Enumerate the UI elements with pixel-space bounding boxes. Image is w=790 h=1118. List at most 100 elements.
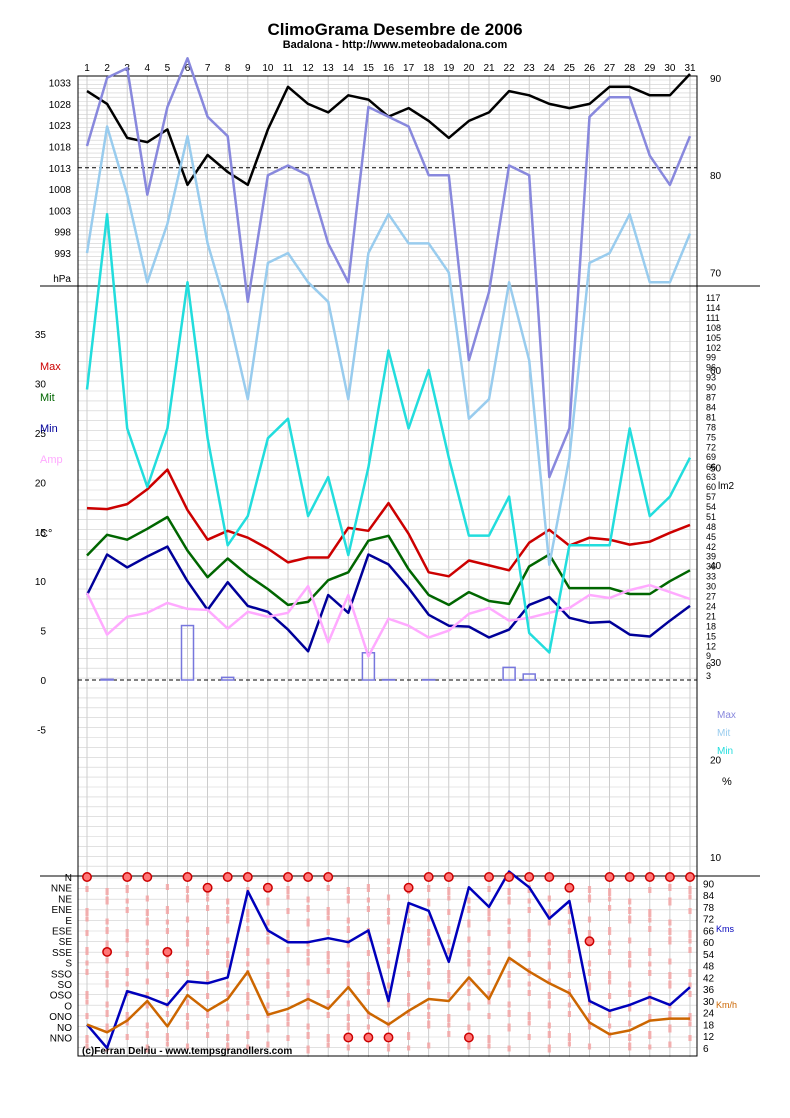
wind-direction-sample <box>306 1001 310 1010</box>
wind-direction-sample <box>628 937 632 944</box>
wind-direction-sample <box>467 980 471 987</box>
wind-direction-sample <box>688 930 692 938</box>
wind-direction-sample <box>346 978 350 987</box>
wind-direction-sample <box>145 909 149 916</box>
wind-direction-column <box>85 886 89 1049</box>
rain-tick-label: 90 <box>706 383 716 393</box>
wind-direction-tick-label: SO <box>58 980 73 991</box>
wind-direction-sample <box>507 979 511 988</box>
wind-direction-sample <box>185 894 190 903</box>
wind-direction-sample <box>145 992 149 999</box>
wind-direction-sample <box>668 884 672 891</box>
wind-direction-sample <box>226 1003 230 1012</box>
rain-tick-label: 78 <box>706 422 716 432</box>
wind-direction-sample <box>467 1002 471 1011</box>
wind-direction-sample <box>286 1021 290 1027</box>
wind-direction-sample <box>547 939 551 946</box>
wind-direction-sample <box>206 940 210 946</box>
wind-direction-sample <box>547 1044 551 1053</box>
wind-direction-sample <box>326 951 330 959</box>
wind-direction-sample <box>567 919 571 925</box>
wind-direction-sample <box>447 909 451 915</box>
wind-direction-sample <box>648 1000 652 1006</box>
wind-direction-column <box>628 898 632 1051</box>
wind-direction-sample <box>165 906 169 914</box>
wind-direction-sample <box>105 940 109 949</box>
wind-direction-sample <box>226 990 230 997</box>
wind-speed-tick-label: 72 <box>703 915 715 926</box>
wind-direction-sample <box>346 895 350 904</box>
wind-direction-sample <box>648 887 652 893</box>
wind-direction-sample <box>226 937 230 944</box>
dominant-wind-direction-marker <box>162 946 173 957</box>
wind-direction-sample <box>447 926 451 934</box>
wind-speed-tick-label: 54 <box>703 950 715 961</box>
dominant-wind-direction-marker <box>403 882 414 893</box>
dominant-wind-direction-marker <box>564 882 575 893</box>
wind-direction-column <box>487 886 491 1049</box>
rain-tick-label: 45 <box>706 532 716 542</box>
wind-direction-sample <box>668 1041 672 1048</box>
wind-direction-sample <box>266 958 270 965</box>
wind-direction-sample <box>246 1031 250 1039</box>
dominant-wind-direction-marker <box>504 872 515 882</box>
wind-direction-sample <box>145 917 149 926</box>
humidity-max-line <box>85 57 692 479</box>
day-tick-label: 17 <box>403 63 415 74</box>
wind-direction-sample <box>608 888 612 896</box>
amplitude-line <box>85 583 691 658</box>
wind-direction-sample <box>105 971 109 978</box>
rain-tick-label: 33 <box>706 572 716 582</box>
wind-direction-sample <box>668 928 672 935</box>
wind-direction-sample <box>407 957 411 963</box>
wind-direction-sample <box>246 992 250 1000</box>
wind-direction-sample <box>105 927 109 934</box>
wind-direction-sample <box>447 887 451 895</box>
humidity-unit-label: % <box>722 776 732 788</box>
wind-direction-sample <box>386 947 391 954</box>
day-tick-label: 15 <box>363 63 375 74</box>
wind-direction-sample <box>185 1021 190 1030</box>
wind-speed-tick-label: 84 <box>703 891 715 902</box>
wind-direction-sample <box>226 1042 230 1051</box>
rain-tick-label: 9 <box>706 651 711 661</box>
temperature-tick-label: -5 <box>37 725 46 736</box>
rain-tick-label: 57 <box>706 492 716 502</box>
dominant-wind-direction-marker <box>202 882 213 893</box>
wind-direction-sample <box>648 926 652 932</box>
wind-direction-sample <box>507 888 511 895</box>
dominant-wind-direction-marker <box>363 1032 374 1043</box>
dominant-wind-direction-marker <box>182 872 193 882</box>
wind-direction-sample <box>567 1041 571 1047</box>
wind-direction-sample <box>226 981 230 988</box>
rain-tick-label: 51 <box>706 512 716 522</box>
wind-direction-sample <box>507 1001 511 1008</box>
dominant-wind-direction-marker <box>262 882 273 893</box>
wind-speed-tick-label: 12 <box>703 1032 715 1043</box>
wind-speed-tick-label: 30 <box>703 997 715 1008</box>
day-tick-label: 12 <box>303 63 315 74</box>
wind-direction-sample <box>608 979 612 985</box>
humidity-tick-label: 90 <box>710 74 722 85</box>
wind-direction-sample <box>608 905 612 911</box>
day-tick-label: 22 <box>504 63 516 74</box>
wind-direction-sample <box>447 978 451 984</box>
wind-direction-sample <box>608 1023 612 1029</box>
wind-direction-sample <box>587 886 592 893</box>
wind-direction-sample <box>326 885 330 891</box>
temperature-tick-label: 0 <box>40 676 46 687</box>
wind-direction-sample <box>427 968 431 975</box>
day-tick-label: 23 <box>524 63 536 74</box>
wind-direction-sample <box>246 1000 250 1006</box>
wind-speed-tick-label: 90 <box>703 879 715 890</box>
wind-direction-sample <box>648 1031 652 1039</box>
wind-direction-sample <box>507 940 511 949</box>
wind-direction-sample <box>306 918 310 927</box>
wind-direction-sample <box>145 1022 149 1029</box>
wind-direction-sample <box>427 1042 431 1049</box>
chart-subtitle: Badalona - http://www.meteobadalona.com <box>282 39 508 51</box>
wind-direction-sample <box>547 1000 551 1009</box>
wind-direction-sample <box>306 940 310 947</box>
wind-direction-sample <box>447 939 451 945</box>
wind-direction-sample <box>85 991 89 999</box>
